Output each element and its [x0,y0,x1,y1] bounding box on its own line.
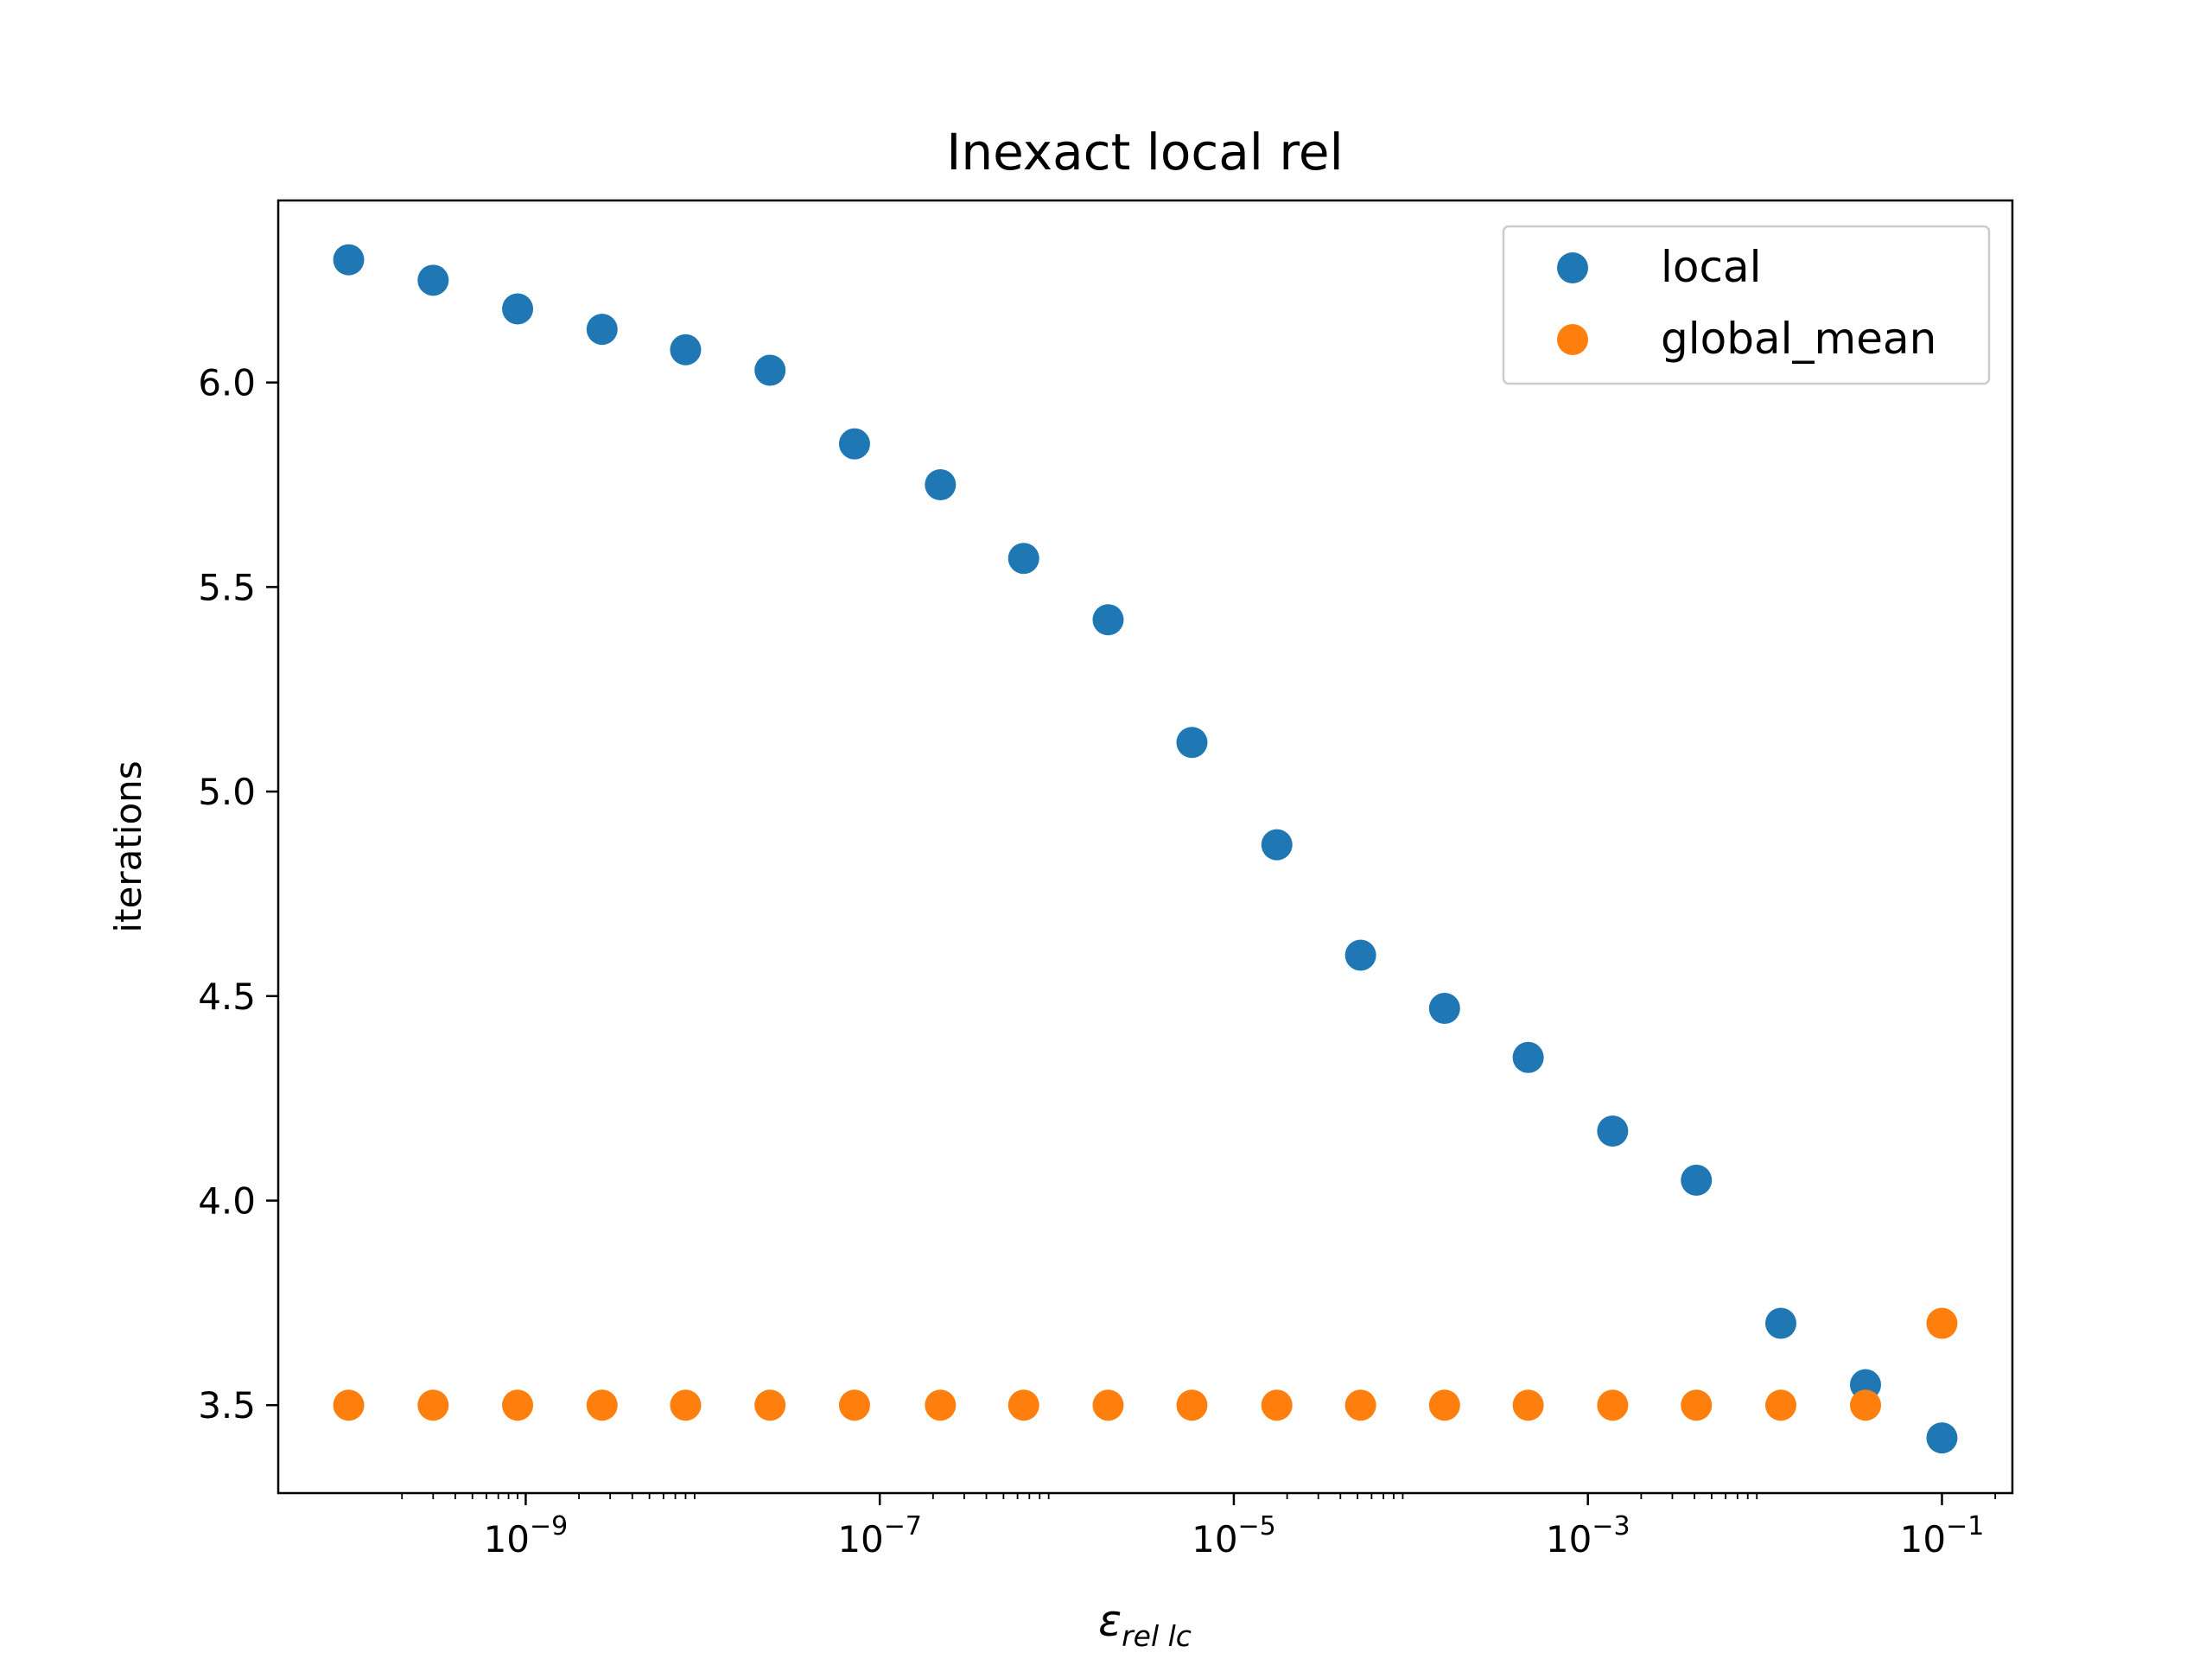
point-global-mean [417,1389,449,1421]
point-global-mean [754,1389,786,1421]
y-axis-ticks: 3.5 4.0 4.5 5.0 5.5 6.0 [198,362,278,1427]
y-tick-label: 5.5 [198,566,256,608]
point-global-mean [1007,1389,1039,1421]
x-tick-label-base: 10 [1546,1518,1592,1560]
point-local [502,293,534,325]
y-tick-label: 6.0 [198,362,256,404]
point-local [838,428,870,460]
point-local [1597,1116,1629,1147]
y-tick-label: 3.5 [198,1384,256,1427]
point-global-mean [1681,1389,1713,1421]
x-tick-label-base: 10 [1192,1518,1237,1560]
point-local [1926,1422,1958,1454]
point-local [1512,1041,1544,1073]
point-global-mean [925,1389,957,1421]
point-local [586,314,618,346]
x-tick-label: 10−7 [837,1511,922,1560]
point-global-mean [502,1389,534,1421]
x-tick-label-exponent: −3 [1592,1511,1630,1541]
x-tick-label: 10−1 [1900,1511,1985,1560]
point-global-mean [1926,1307,1958,1339]
point-local [1428,993,1460,1024]
point-global-mean [1092,1389,1124,1421]
legend-marker-global-mean [1557,324,1588,355]
point-local [1092,604,1124,636]
point-local [925,469,957,501]
point-global-mean [1428,1389,1460,1421]
point-global-mean [838,1389,870,1421]
point-local [754,354,786,386]
x-tick-label-exponent: −1 [1946,1511,1984,1541]
x-tick-label-exponent: −9 [530,1511,568,1541]
x-axis-ticks: 10−9 10−7 10−5 10−3 10−1 [401,1493,1997,1560]
point-global-mean [1261,1389,1293,1421]
x-tick-label: 10−9 [484,1511,569,1560]
point-local [1681,1164,1713,1196]
x-axis-label: εrel lc [1098,1596,1192,1653]
point-local [333,244,365,276]
point-global-mean [1176,1389,1208,1421]
point-local [670,334,702,365]
x-tick-label: 10−3 [1546,1511,1630,1560]
x-tick-label-base: 10 [484,1518,530,1560]
point-global-mean [333,1389,365,1421]
y-tick-label: 5.0 [198,771,256,813]
x-axis-label-subscript: rel lc [1122,1619,1192,1653]
point-global-mean [1597,1389,1629,1421]
chart-title: Inexact local rel [946,123,1343,181]
x-axis-label-symbol: ε [1098,1596,1122,1646]
point-global-mean [1765,1389,1797,1421]
point-global-mean [670,1389,702,1421]
point-global-mean [1344,1389,1376,1421]
legend-box [1502,225,1991,385]
point-local [1344,939,1376,971]
point-global-mean [1850,1389,1882,1421]
point-local [1007,543,1039,575]
point-local [1765,1307,1797,1339]
y-tick-label: 4.0 [198,1180,256,1223]
point-global-mean [586,1389,618,1421]
y-axis-label: iterations [107,760,149,932]
x-tick-label-base: 10 [837,1518,883,1560]
x-tick-label-exponent: −5 [1238,1511,1276,1541]
point-local [1261,829,1293,861]
plot-frame [276,199,2014,1495]
x-tick-label: 10−5 [1192,1511,1276,1560]
x-tick-label-base: 10 [1900,1518,1946,1560]
x-tick-label-exponent: −7 [884,1511,922,1541]
y-tick-label: 4.5 [198,976,256,1018]
legend-label-global-mean: global_mean [1661,314,1936,364]
point-local [417,264,449,296]
legend-marker-local [1557,252,1588,283]
point-local [1176,727,1208,759]
point-global-mean [1512,1389,1544,1421]
legend-label-local: local [1661,242,1762,292]
legend: local global_mean [1502,225,1991,385]
data-points [333,244,1958,1454]
